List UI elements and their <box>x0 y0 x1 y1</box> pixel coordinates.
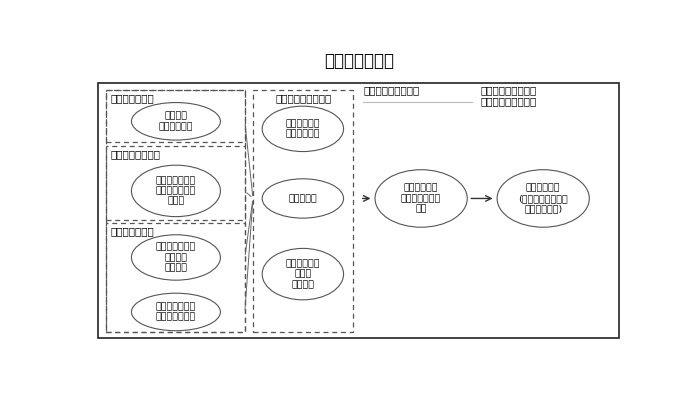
Ellipse shape <box>132 235 220 280</box>
Ellipse shape <box>497 170 589 227</box>
Text: 授業と学習の特徴: 授業と学習の特徴 <box>111 149 161 159</box>
Text: 主体性を発揮で
きる授業や、課
外活動: 主体性を発揮で きる授業や、課 外活動 <box>156 176 196 206</box>
Ellipse shape <box>375 170 468 227</box>
Text: 自己肯定感: 自己肯定感 <box>288 194 317 203</box>
Ellipse shape <box>262 248 344 300</box>
Text: 主体的に動ける
可塑的な
学校施設: 主体的に動ける 可塑的な 学校施設 <box>156 242 196 272</box>
FancyBboxPatch shape <box>98 83 619 338</box>
Text: 育てたい生徒の特徴: 育てたい生徒の特徴 <box>275 93 331 103</box>
Ellipse shape <box>132 293 220 331</box>
Text: 教育理念の浸透: 教育理念の浸透 <box>323 52 393 70</box>
Text: 周囲を巻き込
み、何かを成す
行動: 周囲を巻き込 み、何かを成す 行動 <box>401 184 441 213</box>
Text: 学校生活の充実や、
聖光生としての意識: 学校生活の充実や、 聖光生としての意識 <box>481 85 537 107</box>
Ellipse shape <box>262 179 344 218</box>
Text: 人間関係の特徴: 人間関係の特徴 <box>111 93 155 103</box>
Text: 学校環境の特徴: 学校環境の特徴 <box>111 226 155 236</box>
Text: 生徒間の
心理的安全性: 生徒間の 心理的安全性 <box>159 112 193 131</box>
Ellipse shape <box>132 165 220 217</box>
Ellipse shape <box>262 106 344 152</box>
Text: その特徴が導く行動: その特徴が導く行動 <box>363 85 419 95</box>
Text: 主体的に動く
意識・価値観: 主体的に動く 意識・価値観 <box>286 119 320 139</box>
Text: 主体性を応援す
る教員や雰囲気: 主体性を応援す る教員や雰囲気 <box>156 302 196 321</box>
Ellipse shape <box>132 103 220 140</box>
Text: 物事に対する
関心と
ワクワク: 物事に対する 関心と ワクワク <box>286 259 320 289</box>
Text: 利他的な人材
(学校へのエンゲー
ジメントなど): 利他的な人材 (学校へのエンゲー ジメントなど) <box>518 184 568 213</box>
